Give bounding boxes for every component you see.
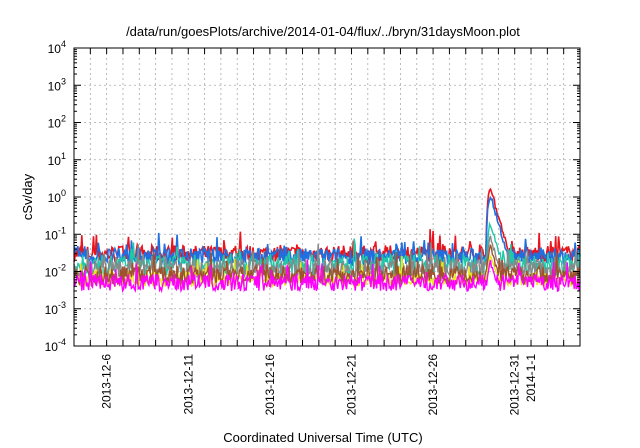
x-tick-label: 2013-12-26 xyxy=(426,354,440,416)
x-tick-label: 2013-12-21 xyxy=(344,354,358,416)
y-tick-label: 102 xyxy=(48,114,66,131)
y-tick-label: 10-2 xyxy=(45,263,66,280)
x-axis: 2013-12-6 2013-12-11 2013-12-16 2013-12-21 2… xyxy=(89,48,565,416)
x-tick-label: 2013-12-31 xyxy=(508,354,522,416)
series-group xyxy=(73,187,581,294)
y-tick-label: 104 xyxy=(48,39,66,56)
x-tick-label: 2013-12-11 xyxy=(181,354,195,415)
y-tick-label: 100 xyxy=(48,188,66,205)
x-tick-label: 2014-1-1 xyxy=(524,354,538,402)
y-tick-label: 10-3 xyxy=(45,300,66,317)
grid xyxy=(74,48,580,346)
chart-title: /data/run/goesPlots/archive/2014-01-04/f… xyxy=(126,24,520,39)
y-axis: 10-4 10-3 10-2 10-1 100 101 102 103 104 xyxy=(45,39,580,354)
y-tick-label: 103 xyxy=(48,76,66,93)
x-axis-label: Coordinated Universal Time (UTC) xyxy=(223,430,422,445)
x-tick-label: 2013-12-16 xyxy=(263,354,277,416)
x-tick-label: 2013-12-6 xyxy=(100,354,114,409)
y-tick-label: 10-1 xyxy=(45,225,66,242)
y-axis-label: cSv/day xyxy=(20,173,35,220)
series-line xyxy=(73,259,581,294)
y-tick-label: 101 xyxy=(48,151,66,168)
series-line xyxy=(73,195,581,268)
series-line xyxy=(73,235,581,280)
series-line xyxy=(73,221,581,278)
y-tick-label: 10-4 xyxy=(45,337,66,354)
